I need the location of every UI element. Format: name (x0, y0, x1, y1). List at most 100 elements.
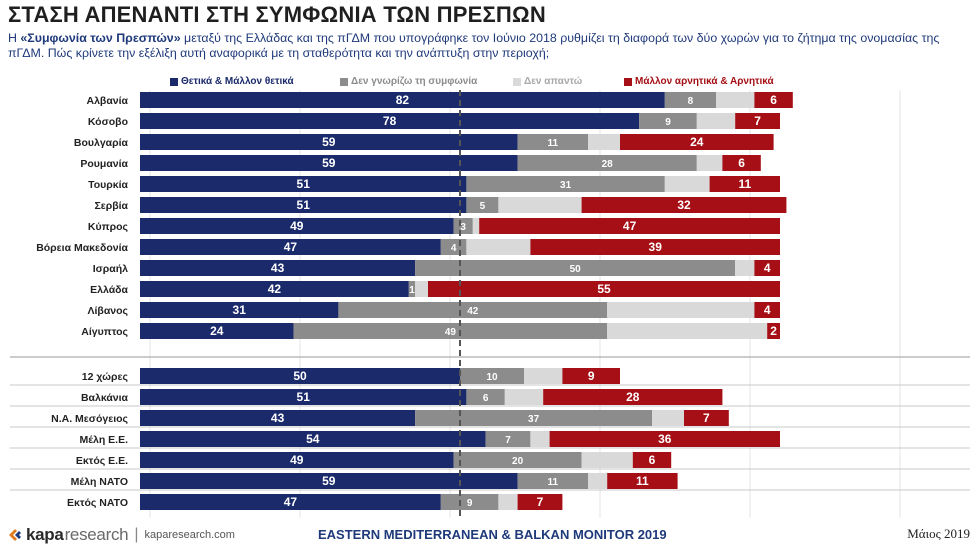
data-label: 9 (665, 117, 671, 128)
bar-segment (530, 431, 550, 447)
data-label: 43 (271, 411, 285, 425)
bar-segment (754, 302, 780, 318)
data-label: 37 (528, 414, 540, 425)
chart-legend: Θετικά & Μάλλον θετικά Δεν γνωρίζω τη συ… (170, 76, 790, 90)
legend-label-unaware: Δεν γνωρίζω τη συμφωνία (351, 76, 478, 87)
category-label: Κόσοβο (88, 116, 128, 128)
page-subtitle: Η «Συμφωνία των Πρεσπών» μεταξύ της Ελλά… (8, 31, 972, 61)
category-label: Ρουμανία (80, 158, 128, 170)
category-label: Κύπρος (88, 221, 129, 233)
data-label: 6 (738, 156, 745, 170)
data-label: 11 (548, 477, 559, 488)
category-label: Ν.Α. Μεσόγειος (51, 413, 128, 425)
bar-segment (735, 260, 755, 276)
data-label: 6 (770, 93, 777, 107)
legend-label-positive: Θετικά & Μάλλον θετικά (181, 76, 294, 87)
bar-segment (652, 410, 684, 426)
bar-segment (754, 92, 793, 108)
data-label: 9 (467, 498, 473, 509)
subtitle-rest: μεταξύ της Ελλάδας και της πΓΔΜ που υπογ… (8, 31, 940, 60)
data-label: 39 (649, 240, 663, 254)
bar-segment (684, 410, 729, 426)
bar-segment (140, 368, 460, 384)
legend-label-no-answer: Δεν απαντώ (524, 76, 583, 87)
bar-segment (140, 218, 454, 234)
data-label: 10 (486, 372, 498, 383)
bar-segment (460, 368, 524, 384)
data-label: 42 (268, 282, 282, 296)
bar-segment (140, 176, 467, 192)
kapa-research-logo: kapa research | kaparesearch.com (8, 524, 235, 546)
bar-segment (504, 389, 544, 405)
page-title: ΣΤΑΣΗ ΑΠΕΝΑΝΤΙ ΣΤΗ ΣΥΜΦΩΝΙΑ ΤΩΝ ΠΡΕΣΠΩΝ (8, 2, 546, 27)
data-label: 51 (297, 177, 311, 191)
data-label: 4 (764, 261, 771, 275)
data-label: 49 (445, 327, 457, 338)
data-label: 47 (284, 495, 298, 509)
category-label: 12 χώρες (82, 371, 129, 383)
logo-kapa-text: kapa (26, 525, 64, 544)
data-label: 55 (597, 282, 611, 296)
bar-segment (466, 197, 499, 213)
category-label: Βαλκάνια (81, 392, 129, 404)
bar-segment (517, 134, 588, 150)
bar-segment (581, 452, 633, 468)
data-label: 59 (322, 135, 336, 149)
bar-segment (581, 197, 787, 213)
bar-segment (140, 239, 441, 255)
data-label: 7 (703, 411, 710, 425)
category-label: Βόρεια Μακεδονία (36, 242, 128, 254)
bar-segment (453, 452, 582, 468)
bar-segment (338, 302, 608, 318)
bar-segment (140, 494, 441, 510)
bar-segment (639, 113, 697, 129)
bar-segment (466, 239, 531, 255)
category-label: Σερβία (94, 200, 128, 212)
data-label: 6 (483, 393, 489, 404)
data-label: 28 (602, 159, 614, 170)
data-label: 9 (588, 369, 595, 383)
bar-segment (664, 92, 716, 108)
footer-date: Μάιος 2019 (907, 526, 970, 541)
bar-segment (140, 197, 467, 213)
legend-item-unaware: Δεν γνωρίζω τη συμφωνία (340, 76, 477, 87)
subtitle-bold: «Συμφωνία των Πρεσπών» (20, 31, 181, 45)
logo-site-link[interactable]: kaparesearch.com (144, 529, 235, 541)
data-label: 2 (770, 324, 777, 338)
bar-segment (530, 239, 780, 255)
bar-segment (716, 92, 755, 108)
bar-segment (735, 113, 780, 129)
data-label: 42 (467, 306, 479, 317)
bar-segment (140, 281, 409, 297)
category-label: Εκτός ΝΑΤΟ (67, 497, 128, 509)
category-label: Μέλη Ε.Ε. (80, 434, 129, 446)
data-label: 4 (451, 243, 457, 254)
data-label: 32 (677, 198, 691, 212)
bar-segment (696, 155, 723, 171)
data-label: 51 (297, 198, 311, 212)
bar-segment (517, 494, 563, 510)
bar-segment (722, 155, 761, 171)
bar-segment (140, 92, 665, 108)
bar-segment (140, 473, 518, 489)
data-label: 47 (623, 219, 637, 233)
bar-segment (466, 176, 665, 192)
data-label: 20 (512, 456, 524, 467)
data-label: 8 (688, 96, 694, 107)
bar-segment (754, 260, 780, 276)
bar-segment (549, 431, 780, 447)
bar-segment (607, 473, 678, 489)
bar-segment (140, 389, 467, 405)
data-label: 7 (537, 495, 544, 509)
data-label: 24 (690, 135, 704, 149)
data-label: 6 (649, 453, 656, 467)
bar-segment (709, 176, 780, 192)
subtitle-prefix: Η (8, 31, 21, 45)
bar-segment (620, 134, 774, 150)
bar-segment (415, 410, 652, 426)
category-label: Εκτός Ε.Ε. (76, 455, 128, 467)
data-label: 28 (626, 390, 640, 404)
data-label: 50 (570, 264, 582, 275)
bar-segment (140, 113, 640, 129)
